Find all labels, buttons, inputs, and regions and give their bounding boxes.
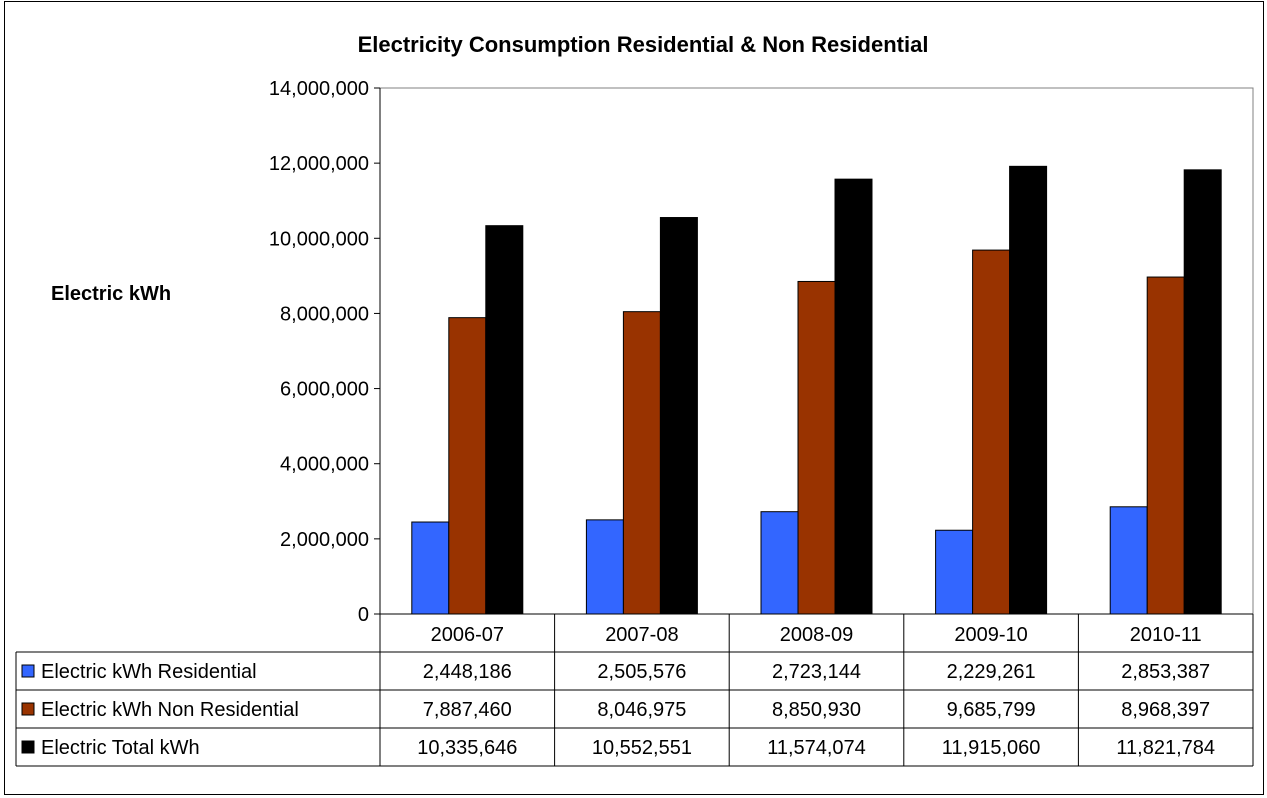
data-label: 2,853,387 xyxy=(1121,661,1210,683)
y-tick-label: 10,000,000 xyxy=(269,228,369,250)
bar-chart: Electricity Consumption Residential & No… xyxy=(15,32,1254,767)
x-tick-label: 2009-10 xyxy=(954,624,1027,646)
chart-title: Electricity Consumption Residential & No… xyxy=(358,32,929,57)
data-label: 7,887,460 xyxy=(423,699,512,721)
legend-label: Electric Total kWh xyxy=(41,737,200,759)
data-label: 8,850,930 xyxy=(772,699,861,721)
bar xyxy=(1146,276,1185,615)
bar xyxy=(659,217,698,615)
data-label: 2,505,576 xyxy=(597,661,686,683)
data-label: 8,968,397 xyxy=(1121,699,1210,721)
data-label: 9,685,799 xyxy=(947,699,1036,721)
bar xyxy=(935,529,974,615)
y-tick-label: 6,000,000 xyxy=(280,379,369,401)
y-tick-label: 14,000,000 xyxy=(269,78,369,100)
legend-key xyxy=(21,702,35,716)
data-label: 2,723,144 xyxy=(772,661,861,683)
data-label: 2,229,261 xyxy=(947,661,1036,683)
x-tick-label: 2010-11 xyxy=(1130,624,1202,646)
bar xyxy=(485,225,524,615)
data-label: 11,821,784 xyxy=(1116,737,1215,759)
legend-label: Electric kWh Residential xyxy=(41,661,257,683)
chart-frame: Electricity Consumption Residential & No… xyxy=(4,1,1264,795)
x-tick-label: 2007-08 xyxy=(605,624,678,646)
data-label: 10,335,646 xyxy=(417,737,517,759)
y-tick-label: 0 xyxy=(358,604,369,626)
data-label: 8,046,975 xyxy=(597,699,686,721)
x-tick-label: 2006-07 xyxy=(431,624,504,646)
x-tick-label: 2008-09 xyxy=(780,624,853,646)
bar xyxy=(585,519,624,615)
data-label: 10,552,551 xyxy=(592,737,692,759)
bar xyxy=(760,511,799,615)
data-label: 11,915,060 xyxy=(942,737,1041,759)
bar xyxy=(448,317,487,615)
y-tick-label: 8,000,000 xyxy=(280,303,369,325)
data-label: 11,574,074 xyxy=(767,737,866,759)
legend-key xyxy=(21,664,35,678)
y-axis-label: Electric kWh xyxy=(51,283,171,305)
y-tick-label: 4,000,000 xyxy=(280,454,369,476)
plot-area: 0 2,000,000 4,000,000 6,000,000 8,000,000 10,… xyxy=(15,78,1254,767)
bar xyxy=(834,178,873,615)
y-tick-label: 2,000,000 xyxy=(280,529,369,551)
legend-label: Electric kWh Non Residential xyxy=(41,699,299,721)
bar xyxy=(972,249,1011,615)
bar xyxy=(1183,169,1222,615)
bar xyxy=(1109,506,1148,615)
bar xyxy=(622,311,661,615)
y-tick-label: 12,000,000 xyxy=(269,153,369,175)
bar xyxy=(797,280,836,615)
bar xyxy=(411,521,450,615)
legend-key xyxy=(21,740,35,754)
bar xyxy=(1009,165,1048,615)
data-label: 2,448,186 xyxy=(423,661,512,683)
